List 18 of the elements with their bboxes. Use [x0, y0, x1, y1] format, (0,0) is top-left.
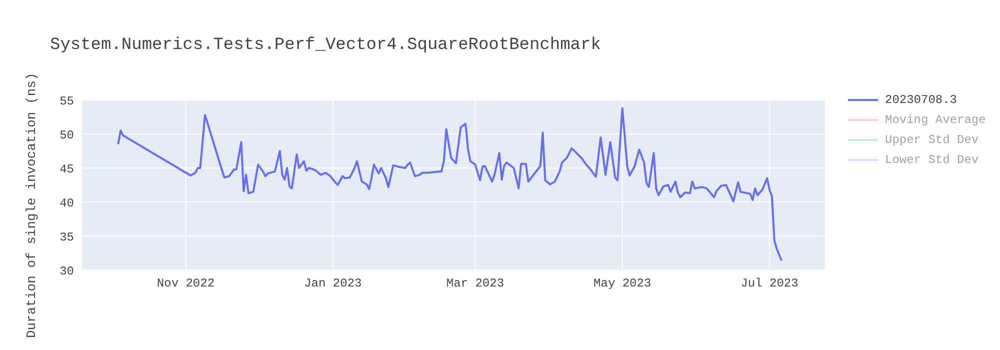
chart-title: System.Numerics.Tests.Perf_Vector4.SquareRootBenchmark	[50, 36, 601, 55]
y-tick-label: 50	[60, 128, 74, 142]
x-tick-label: Nov 2022	[156, 276, 215, 291]
y-tick-label: 35	[60, 230, 74, 244]
x-tick-label: May 2023	[594, 276, 652, 291]
y-tick-label: 45	[60, 162, 74, 176]
y-tick-label: 55	[60, 94, 74, 108]
y-tick-label: 40	[60, 196, 74, 210]
x-tick-label: Jan 2023	[304, 276, 362, 291]
x-tick-label: Jul 2023	[740, 276, 798, 291]
legend-label: Upper Std Dev	[885, 133, 979, 147]
y-axis-title: Duration of single invocation (ns)	[24, 72, 39, 338]
y-tick-label: 30	[60, 264, 74, 278]
line-series	[117, 107, 783, 262]
legend-label: Lower Std Dev	[885, 153, 979, 167]
legend-label: Moving Average	[885, 113, 986, 127]
x-tick-label: Mar 2023	[446, 276, 504, 291]
legend-label: 20230708.3	[885, 93, 958, 107]
